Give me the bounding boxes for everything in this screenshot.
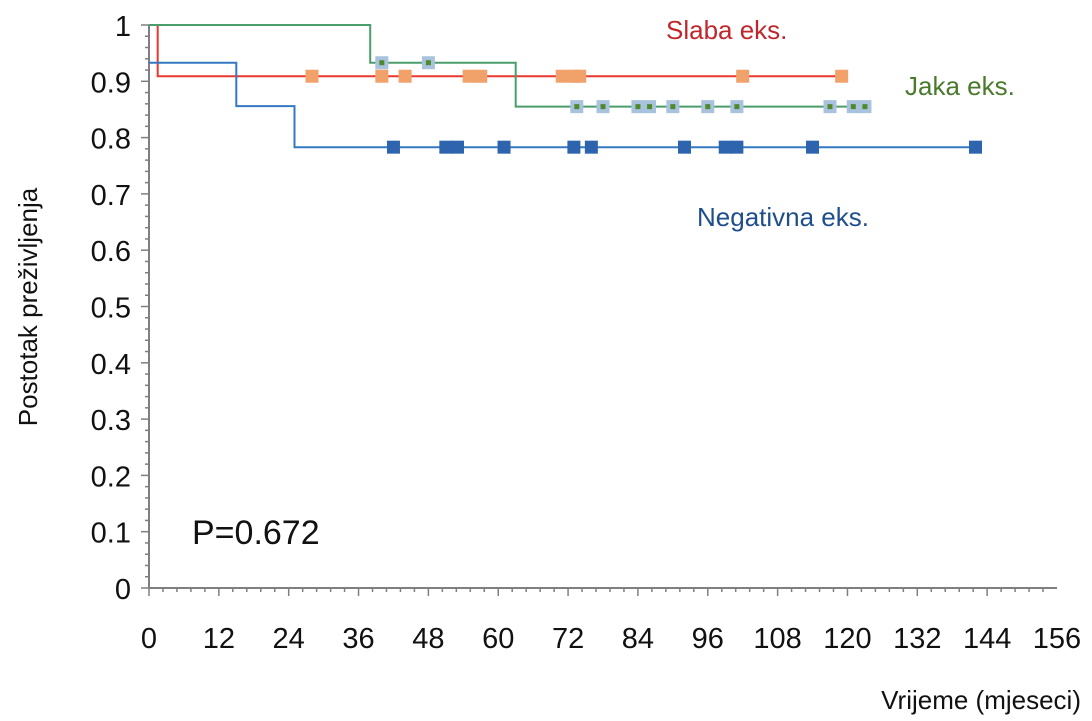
censor-marker-0	[474, 69, 488, 83]
censor-marker-0	[736, 69, 750, 83]
x-tick-label: 60	[482, 623, 514, 655]
axes: 0 0.1 0.2 0.3 0.4 0.5 0.6 0.7 0.8 0.9 1 0 12 24 36 48 60…	[91, 11, 1082, 655]
censor-marker-1	[570, 100, 584, 114]
x-tick-label: 132	[893, 623, 941, 655]
censor-marker-2	[567, 140, 581, 154]
censor-marker-2	[969, 140, 983, 154]
censor-marker-2	[386, 140, 400, 154]
censor-marker-2	[450, 140, 464, 154]
censor-marker-2	[730, 140, 744, 154]
censor-marker-0	[375, 69, 389, 83]
censor-marker-0	[398, 69, 412, 83]
censor-marker-2	[806, 140, 820, 154]
censor-marker-2	[497, 140, 511, 154]
label-jaka: Jaka eks.	[905, 71, 1015, 101]
censor-marker-1	[421, 56, 435, 70]
censor-marker-0	[462, 69, 476, 83]
x-tick-label: 36	[342, 623, 374, 655]
x-tick-label: 0	[141, 623, 157, 655]
censor-marker-1	[631, 100, 645, 114]
censor-marker-2	[439, 140, 453, 154]
censor-markers	[305, 56, 983, 154]
censor-marker-2	[718, 140, 732, 154]
y-tick-label: 0.7	[91, 180, 131, 212]
x-tick-label: 12	[203, 623, 235, 655]
censor-marker-1	[375, 56, 389, 70]
y-tick-label: 0.4	[91, 349, 131, 381]
x-tick-label: 96	[692, 623, 724, 655]
x-tick-label: 48	[412, 623, 444, 655]
x-tick-label: 24	[273, 623, 305, 655]
x-tick-label: 144	[963, 623, 1011, 655]
censor-marker-2	[677, 140, 691, 154]
censor-marker-1	[858, 100, 872, 114]
y-tick-label: 0.3	[91, 405, 131, 437]
censor-marker-1	[730, 100, 744, 114]
censor-marker-1	[823, 100, 837, 114]
x-tick-label: 156	[1033, 623, 1081, 655]
series-line-2	[149, 61, 976, 149]
y-tick-label: 0.8	[91, 124, 131, 156]
censor-marker-0	[835, 69, 849, 83]
series-labels: Slaba eks. Jaka eks. Negativna eks.	[666, 15, 1015, 232]
censor-marker-1	[846, 100, 860, 114]
y-tick-label: 0.1	[91, 518, 131, 550]
series-layer	[149, 24, 976, 149]
x-tick-label: 72	[552, 623, 584, 655]
censor-marker-2	[584, 140, 598, 154]
x-tick-label: 84	[622, 623, 654, 655]
label-negativna: Negativna eks.	[697, 202, 869, 232]
censor-marker-1	[701, 100, 715, 114]
y-tick-label: 0.5	[91, 293, 131, 325]
censor-marker-0	[555, 69, 569, 83]
y-tick-label: 0.6	[91, 236, 131, 268]
censor-marker-0	[305, 69, 319, 83]
p-value-annotation: P=0.672	[192, 514, 320, 552]
y-tick-label: 0	[115, 574, 131, 606]
y-tick-label: 0.9	[91, 67, 131, 99]
y-tick-label: 0.2	[91, 461, 131, 493]
censor-marker-0	[573, 69, 587, 83]
y-axis-label: Postotak preživljenja	[13, 187, 43, 426]
censor-marker-1	[596, 100, 610, 114]
label-slaba: Slaba eks.	[666, 15, 787, 45]
x-tick-label: 120	[823, 623, 871, 655]
x-axis-label: Vrijeme (mjeseci)	[881, 685, 1081, 715]
y-tick-label: 1	[115, 11, 131, 43]
x-tick-label: 108	[753, 623, 801, 655]
censor-marker-1	[643, 100, 657, 114]
censor-marker-1	[666, 100, 680, 114]
